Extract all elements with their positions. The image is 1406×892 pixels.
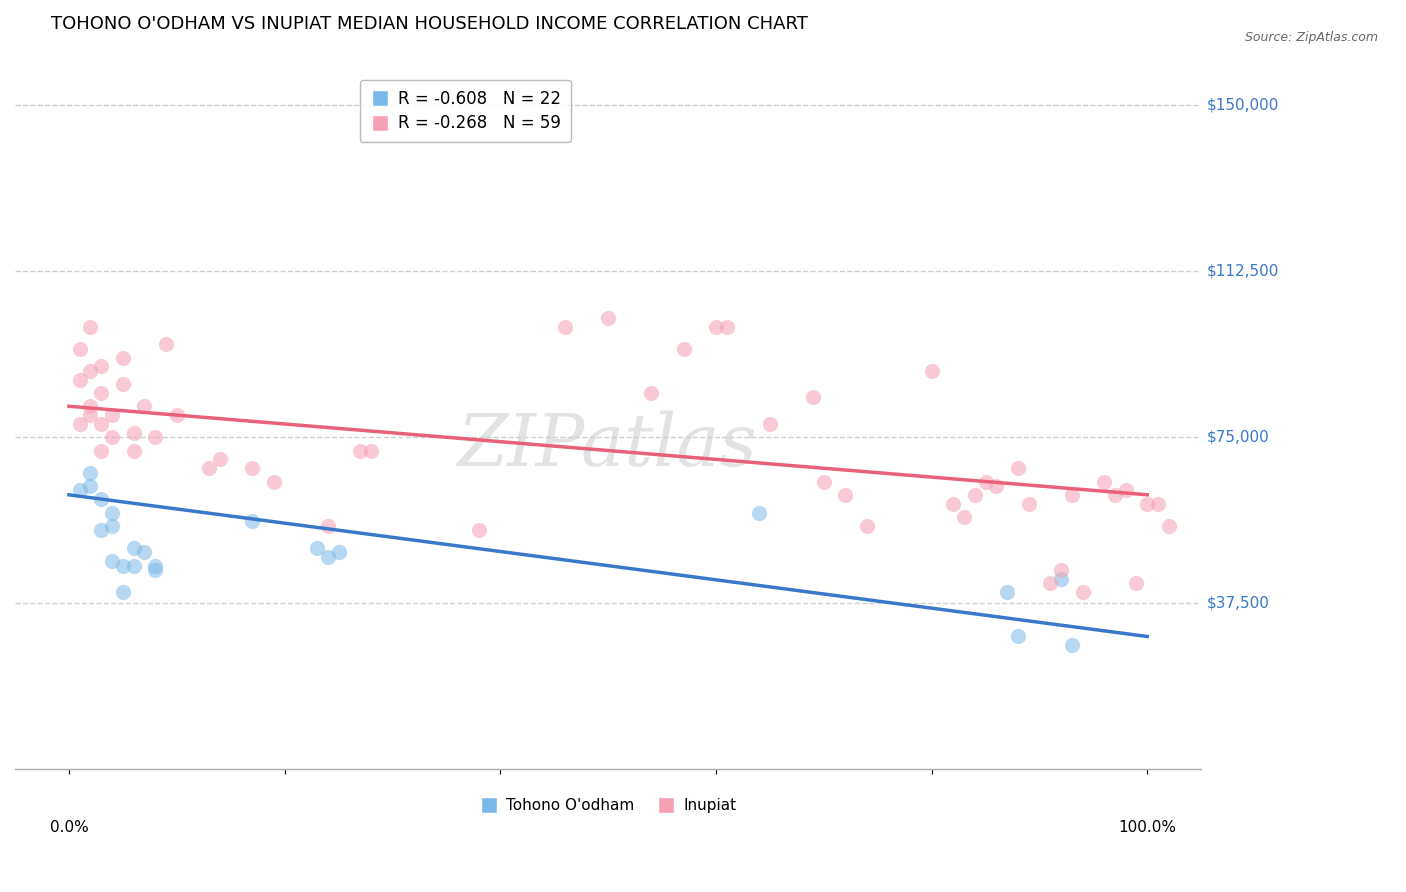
Point [1039, 576, 1062, 591]
Point [101, 518, 124, 533]
Point [90, 417, 112, 431]
Point [1147, 497, 1170, 511]
Point [155, 337, 177, 351]
Point [111, 377, 134, 392]
Legend: Tohono O'odham, Inupiat: Tohono O'odham, Inupiat [474, 792, 742, 819]
Point [921, 364, 943, 378]
Point [554, 319, 576, 334]
Point [69, 373, 91, 387]
Point [716, 319, 738, 334]
Point [111, 351, 134, 365]
Point [263, 475, 285, 489]
Point [349, 443, 371, 458]
Point [101, 506, 124, 520]
Text: $37,500: $37,500 [1206, 596, 1270, 611]
Text: ZIPatlas: ZIPatlas [458, 410, 758, 481]
Point [134, 399, 156, 413]
Point [360, 443, 382, 458]
Point [1104, 488, 1126, 502]
Point [1060, 488, 1083, 502]
Point [704, 319, 727, 334]
Point [134, 545, 156, 559]
Point [79, 408, 101, 422]
Point [101, 430, 124, 444]
Point [122, 443, 145, 458]
Point [90, 386, 112, 401]
Point [79, 466, 101, 480]
Text: $75,000: $75,000 [1206, 430, 1270, 445]
Point [90, 359, 112, 374]
Point [208, 452, 231, 467]
Text: Source: ZipAtlas.com: Source: ZipAtlas.com [1244, 31, 1378, 45]
Point [1115, 483, 1137, 498]
Point [986, 479, 1008, 493]
Point [748, 506, 770, 520]
Point [995, 585, 1018, 599]
Point [316, 518, 339, 533]
Point [240, 461, 263, 475]
Point [101, 554, 124, 568]
Text: $150,000: $150,000 [1206, 98, 1279, 112]
Point [111, 558, 134, 573]
Text: 100.0%: 100.0% [1118, 820, 1177, 835]
Point [79, 319, 101, 334]
Point [1007, 630, 1029, 644]
Point [111, 585, 134, 599]
Point [69, 417, 91, 431]
Point [1136, 497, 1159, 511]
Point [856, 518, 879, 533]
Point [79, 399, 101, 413]
Point [79, 364, 101, 378]
Point [305, 541, 328, 555]
Point [166, 408, 188, 422]
Point [1071, 585, 1094, 599]
Point [69, 342, 91, 356]
Point [672, 342, 695, 356]
Point [598, 310, 620, 325]
Point [834, 488, 856, 502]
Point [143, 558, 166, 573]
Text: $112,500: $112,500 [1206, 264, 1279, 278]
Point [963, 488, 986, 502]
Point [759, 417, 782, 431]
Point [467, 523, 489, 537]
Point [240, 515, 263, 529]
Point [1125, 576, 1147, 591]
Point [953, 510, 976, 524]
Point [122, 541, 145, 555]
Point [122, 558, 145, 573]
Point [1050, 572, 1073, 586]
Point [1060, 638, 1083, 652]
Point [1007, 461, 1029, 475]
Point [90, 492, 112, 507]
Point [316, 549, 339, 564]
Point [101, 408, 124, 422]
Point [801, 391, 824, 405]
Point [640, 386, 662, 401]
Point [198, 461, 221, 475]
Point [79, 479, 101, 493]
Point [1018, 497, 1040, 511]
Point [813, 475, 835, 489]
Point [143, 563, 166, 577]
Point [90, 443, 112, 458]
Text: TOHONO O'ODHAM VS INUPIAT MEDIAN HOUSEHOLD INCOME CORRELATION CHART: TOHONO O'ODHAM VS INUPIAT MEDIAN HOUSEHO… [51, 15, 807, 33]
Point [942, 497, 965, 511]
Point [1157, 518, 1180, 533]
Point [328, 545, 350, 559]
Point [90, 523, 112, 537]
Point [143, 430, 166, 444]
Point [1050, 563, 1073, 577]
Point [69, 483, 91, 498]
Point [974, 475, 997, 489]
Point [1092, 475, 1115, 489]
Text: 0.0%: 0.0% [49, 820, 89, 835]
Point [122, 425, 145, 440]
